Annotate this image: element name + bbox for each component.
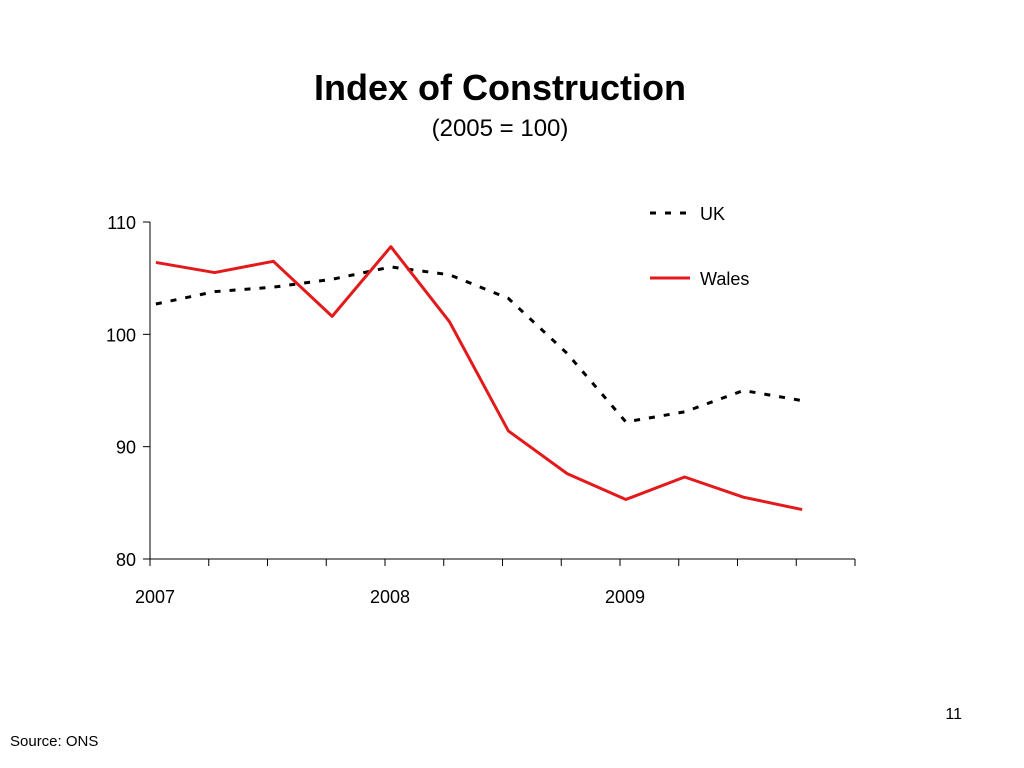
chart-legend: UK Wales (650, 204, 749, 289)
legend-label-uk: UK (700, 204, 725, 224)
x-tick-label: 2009 (605, 587, 645, 607)
y-tick-label: 90 (116, 438, 136, 458)
chart-series (155, 245, 803, 512)
x-tick-label: 2008 (370, 587, 410, 607)
chart-axes: 80 90 100 110 2007 2008 2009 (106, 213, 856, 607)
y-tick-label: 80 (116, 550, 136, 570)
series-line-uk (155, 265, 803, 424)
legend-label-wales: Wales (700, 269, 749, 289)
y-tick-label: 110 (107, 213, 136, 233)
x-tick-label: 2007 (135, 587, 175, 607)
chart-title: Index of Construction (314, 67, 686, 108)
chart-subtitle: (2005 = 100) (431, 115, 569, 142)
source-note: Source: ONS (10, 733, 99, 750)
series-line-wales (155, 245, 803, 512)
y-tick-label: 100 (106, 325, 136, 345)
page-number: 11 (945, 706, 962, 723)
